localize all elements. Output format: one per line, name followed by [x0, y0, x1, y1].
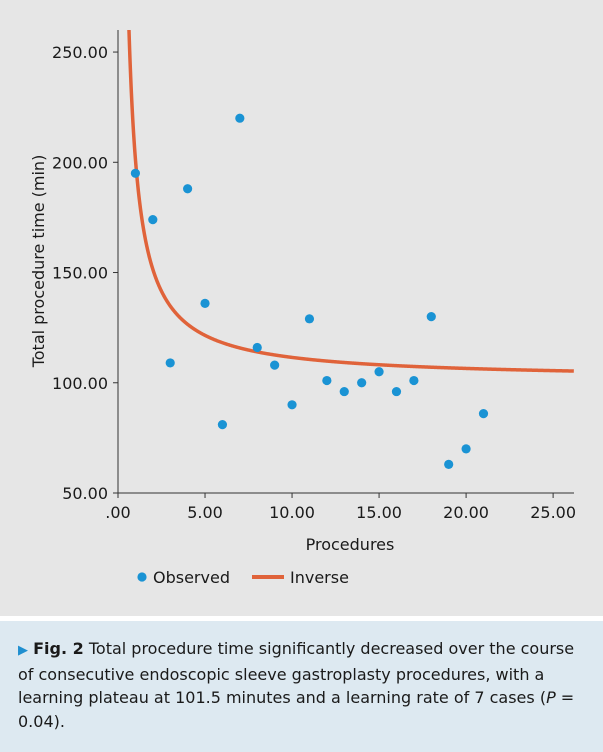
- observed-point: [409, 375, 419, 386]
- observed-point: [200, 298, 210, 308]
- y-tick-label: 50.00: [62, 484, 108, 503]
- observed-point: [130, 168, 141, 178]
- caption-p-symbol: P: [546, 688, 556, 707]
- observed-point: [165, 358, 175, 368]
- caption-text-part1: Total procedure time significantly decre…: [18, 639, 575, 707]
- legend: Observed Inverse: [137, 568, 349, 587]
- observed-point: [270, 360, 280, 370]
- y-tick-label: 250.00: [52, 43, 108, 62]
- observed-point: [252, 342, 262, 353]
- observed-point: [148, 215, 158, 225]
- x-tick-label: 5.00: [187, 503, 223, 522]
- scatter-chart: .00 5.00 10.00 15.00 20.00 25.00 50.00 100.00 15…: [29, 30, 576, 587]
- x-tick-label: 15.00: [356, 503, 402, 522]
- y-axis-label: Total procedure time (min): [29, 155, 48, 369]
- caption-text-part2: = 0.04).: [18, 688, 575, 731]
- y-tick-label: 100.00: [52, 374, 108, 393]
- axes: .00 5.00 10.00 15.00 20.00 25.00 50.00 100.00 15…: [52, 30, 576, 522]
- observed-point: [235, 113, 245, 123]
- observed-point: [287, 400, 297, 410]
- observed-point: [217, 420, 228, 430]
- legend-observed-label: Observed: [153, 568, 230, 587]
- figure-label: Fig. 2: [33, 639, 84, 658]
- figure-panel: .00 5.00 10.00 15.00 20.00 25.00 50.00 100.00 15…: [0, 0, 603, 616]
- chart-labels: Procedures Total procedure time (min): [29, 155, 394, 554]
- inverse-fit-curve: [127, 30, 574, 373]
- y-tick-label: 200.00: [52, 153, 108, 172]
- chart-marks: [127, 30, 574, 469]
- x-tick-label: 25.00: [530, 503, 576, 522]
- observed-point: [322, 375, 332, 386]
- observed-point: [339, 386, 349, 397]
- caption-arrow-icon: ▶: [18, 643, 28, 658]
- legend-observed-marker: [137, 572, 147, 582]
- x-tick-label: 20.00: [443, 503, 489, 522]
- y-tick-label: 150.00: [52, 264, 108, 283]
- figure-caption: ▶ Fig. 2 Total procedure time significan…: [18, 637, 588, 733]
- legend-inverse-label: Inverse: [290, 568, 349, 587]
- observed-point: [426, 312, 436, 322]
- observed-point: [391, 386, 402, 397]
- observed-point: [374, 367, 384, 377]
- observed-point: [183, 184, 193, 194]
- observed-point: [478, 409, 489, 419]
- caption-panel: ▶ Fig. 2 Total procedure time significan…: [0, 621, 603, 752]
- x-tick-label: .00: [105, 503, 130, 522]
- x-tick-label: 10.00: [269, 503, 315, 522]
- observed-point: [304, 314, 315, 324]
- observed-point: [444, 459, 454, 469]
- x-axis-label: Procedures: [306, 535, 395, 554]
- observed-point: [357, 378, 367, 388]
- observed-point: [461, 444, 471, 454]
